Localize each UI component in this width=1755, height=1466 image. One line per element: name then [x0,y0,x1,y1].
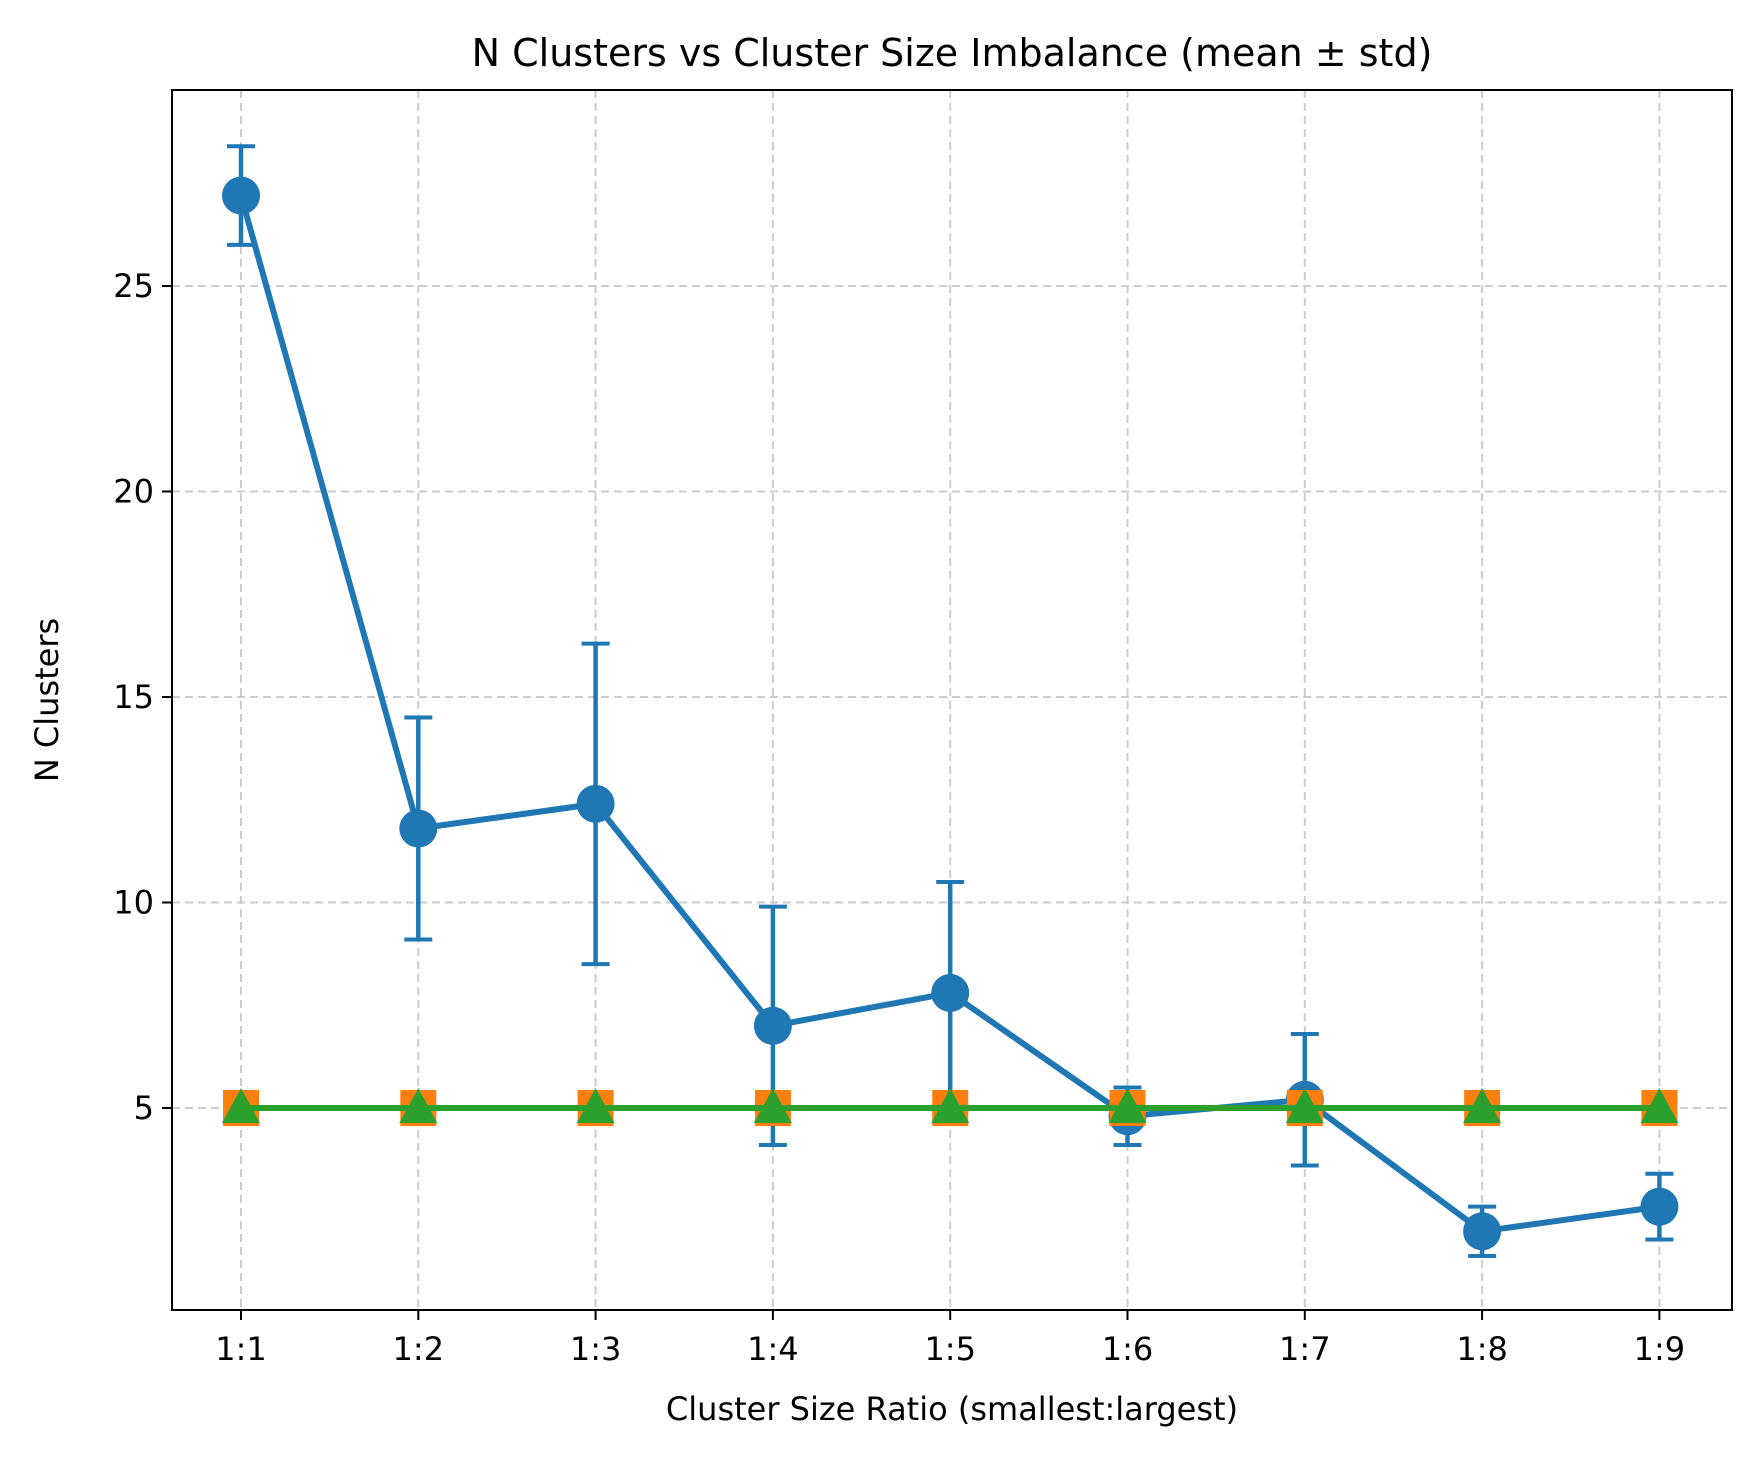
data-point [1108,1088,1147,1123]
plot-series [222,144,1679,1258]
x-tick-label: 1:1 [215,1330,267,1368]
data-point [222,1088,260,1123]
data-point [576,1088,615,1123]
data-point [1640,1187,1679,1226]
y-tick-label: 15 [113,678,154,716]
x-tick-label: 1:3 [570,1330,622,1368]
data-point [753,1006,792,1045]
x-tick-label: 1:9 [1634,1330,1686,1368]
data-point [576,784,615,823]
data-point [753,1088,792,1123]
x-tick-label: 1:8 [1456,1330,1508,1368]
data-point [222,176,260,215]
x-tick-label: 1:7 [1279,1330,1331,1368]
data-point [399,1088,438,1123]
y-tick-label: 20 [113,473,154,511]
y-tick-label: 25 [113,267,154,305]
y-axis: 5 10 15 20 25 [113,267,172,1127]
y-axis-label: N Clusters [28,618,66,782]
grid [172,90,1732,1310]
x-tick-label: 1:4 [747,1330,799,1368]
x-axis: 1:1 1:2 1:3 1:4 1:5 1:6 1:7 1:8 1:9 [215,1310,1685,1368]
data-point [1463,1212,1502,1251]
chart-title: N Clusters vs Cluster Size Imbalance (me… [472,31,1433,75]
data-point [931,1088,970,1123]
x-tick-label: 1:6 [1102,1330,1154,1368]
data-point [399,809,438,848]
y-tick-label: 5 [134,1089,154,1127]
data-point [1285,1088,1324,1123]
series-3 [222,1088,1679,1123]
x-tick-label: 1:5 [924,1330,976,1368]
data-point [931,973,970,1012]
plot-area-frame [171,89,1733,1311]
x-tick-label: 1:2 [393,1330,445,1368]
data-point [1640,1088,1679,1123]
x-axis-label: Cluster Size Ratio (smallest:largest) [666,1390,1238,1428]
y-tick-label: 10 [113,884,154,922]
data-point [1463,1088,1502,1123]
